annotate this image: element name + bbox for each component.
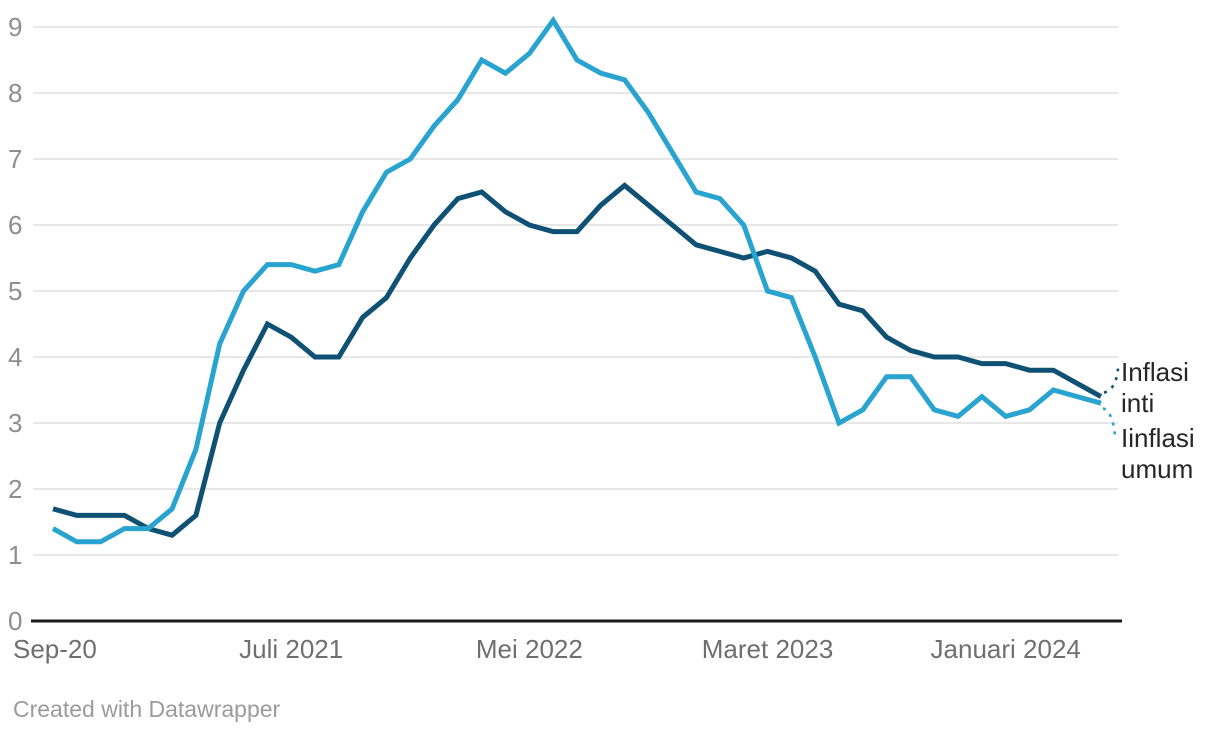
y-tick-label-8: 8 bbox=[8, 78, 23, 108]
y-tick-label-7: 7 bbox=[8, 144, 23, 174]
datawrapper-credit: Created with Datawrapper bbox=[13, 696, 281, 722]
y-tick-label-0: 0 bbox=[8, 606, 23, 636]
x-tick-label-juli-2021: Juli 2021 bbox=[239, 634, 344, 664]
x-tick-label-januari-2024: Januari 2024 bbox=[930, 634, 1081, 664]
leader-line-inti bbox=[1103, 368, 1120, 394]
series-line-umum bbox=[51, 15, 1102, 545]
y-tick-label-2: 2 bbox=[8, 474, 23, 504]
x-tick-label-mei-2022: Mei 2022 bbox=[475, 634, 583, 664]
y-tick-label-5: 5 bbox=[8, 276, 23, 306]
y-tick-label-4: 4 bbox=[8, 342, 23, 372]
y-tick-label-3: 3 bbox=[8, 408, 23, 438]
x-tick-label-sep-20: Sep-20 bbox=[13, 634, 97, 664]
x-tick-label-maret-2023: Maret 2023 bbox=[701, 634, 834, 664]
series-line-inti bbox=[52, 182, 1103, 538]
series-label-inflasi-umum: Iinflasi umum bbox=[1121, 423, 1195, 484]
leader-line-umum bbox=[1102, 406, 1117, 437]
series-label-inflasi-inti: Inflasi inti bbox=[1121, 357, 1189, 418]
y-tick-label-1: 1 bbox=[8, 540, 23, 570]
y-tick-label-9: 9 bbox=[8, 12, 23, 42]
y-tick-label-6: 6 bbox=[8, 210, 23, 240]
